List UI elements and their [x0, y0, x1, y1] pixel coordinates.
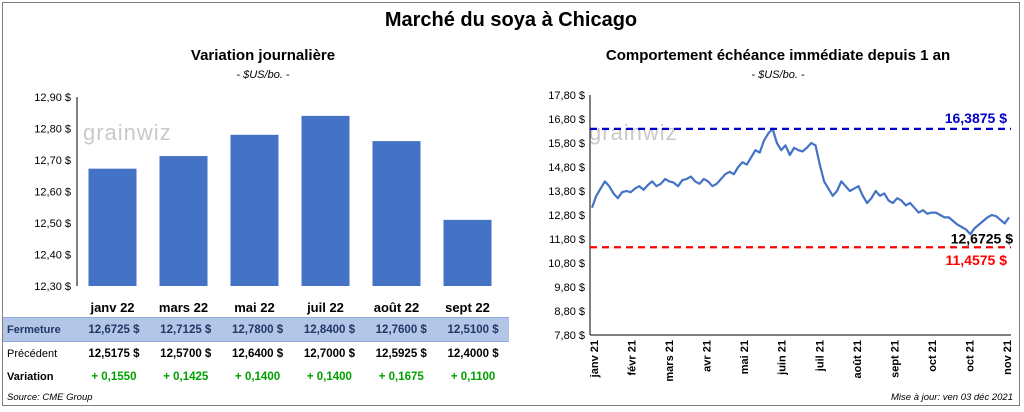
x-tick-label: août 22 [374, 300, 420, 315]
y-tick-label: 12,50 $ [34, 218, 71, 230]
table-cell: 12,5700 $ [160, 347, 212, 360]
table-cell: + 0,1550 [91, 370, 137, 383]
bar [443, 219, 492, 286]
y-tick-label: 9,80 $ [554, 282, 585, 294]
table-cell: 12,5925 $ [375, 347, 427, 360]
y-tick-label: 16,80 $ [548, 114, 585, 126]
x-tick-label: mai 22 [234, 300, 274, 315]
table-cell: 12,7000 $ [303, 347, 355, 360]
x-tick-label: oct 21 [964, 340, 976, 372]
x-tick-label: avr 21 [702, 340, 714, 372]
y-tick-label: 12,90 $ [34, 92, 71, 104]
table-cell: 12,5100 $ [437, 317, 509, 342]
x-tick-label: juin 21 [777, 340, 789, 376]
x-tick-label: juil 22 [306, 300, 344, 315]
x-tick-label: mars 21 [664, 340, 676, 382]
last-value-label: 12,6725 $ [951, 230, 1013, 246]
right-chart-title: Comportement échéance immédiate depuis 1… [605, 47, 951, 64]
table-cell: + 0,1400 [306, 370, 352, 383]
row-label: Fermeture [3, 317, 79, 342]
y-tick-label: 12,60 $ [34, 187, 71, 199]
bar [88, 168, 137, 286]
chart-panel: Marché du soya à Chicago Variation journ… [2, 2, 1020, 406]
update-note: Mise à jour: ven 03 déc 2021 [891, 392, 1013, 403]
x-tick-label: sept 22 [445, 300, 490, 315]
x-tick-label: juil 21 [814, 340, 826, 372]
table-cell: + 0,1675 [378, 370, 424, 383]
x-tick-label: janv 22 [89, 300, 134, 315]
left-chart-unit: - $US/bo. - [236, 69, 290, 81]
x-tick-label: oct 21 [927, 340, 939, 372]
table-cell: + 0,1425 [163, 370, 209, 383]
x-tick-label: nov 21 [1002, 340, 1013, 375]
variation-table: Fermeture 12,6725 $ 12,7125 $ 12,7800 $ … [3, 317, 509, 388]
x-tick-label: janv 21 [589, 340, 601, 378]
table-cell: 12,8400 $ [293, 317, 366, 342]
table-cell: 12,7600 $ [365, 317, 438, 342]
y-tick-label: 15,80 $ [548, 138, 585, 150]
y-tick-label: 8,80 $ [554, 306, 585, 318]
table-cell: 12,7125 $ [149, 317, 222, 342]
y-tick-label: 10,80 $ [548, 258, 585, 270]
source-note: Source: CME Group [7, 392, 93, 403]
table-row-variation: Variation + 0,1550 + 0,1425 + 0,1400 + 0… [3, 365, 509, 388]
x-tick-label: mars 22 [159, 300, 208, 315]
right-chart-unit: - $US/bo. - [751, 69, 805, 81]
table-cell: 12,6725 $ [78, 317, 150, 342]
y-tick-label: 12,30 $ [34, 281, 71, 293]
table-row-precedent: Précédent 12,5175 $ 12,5700 $ 12,6400 $ … [3, 342, 509, 366]
y-tick-label: 17,80 $ [548, 90, 585, 102]
row-label: Précédent [7, 347, 58, 360]
bar [230, 134, 279, 286]
bar-chart: 12,30 $ 12,40 $ 12,50 $ 12,60 $ 12,70 $ 12,80… [34, 92, 492, 315]
y-tick-label: 7,80 $ [554, 330, 585, 342]
y-tick-label: 12,80 $ [34, 124, 71, 136]
y-tick-label: 12,40 $ [34, 250, 71, 262]
x-tick-label: févr 21 [627, 340, 639, 375]
left-watermark: grainwiz [83, 120, 172, 145]
x-tick-label: août 21 [852, 340, 864, 379]
right-watermark: grainwiz [589, 120, 678, 145]
table-cell: + 0,1400 [235, 370, 281, 383]
y-tick-label: 12,70 $ [34, 155, 71, 167]
table-cell: 12,6400 $ [232, 347, 284, 360]
line-chart: 7,80 $ 8,80 $ 9,80 $ 10,80 $ 11,80 $ 12,80 $ 1… [548, 90, 1013, 382]
high-value-label: 16,3875 $ [945, 110, 1007, 126]
left-chart-title: Variation journalière [190, 47, 336, 64]
y-tick-label: 13,80 $ [548, 186, 585, 198]
table-row-fermeture: Fermeture 12,6725 $ 12,7125 $ 12,7800 $ … [3, 317, 509, 342]
table-cell: 12,4000 $ [447, 347, 499, 360]
x-tick-label: mai 21 [739, 340, 751, 374]
y-tick-label: 11,80 $ [549, 234, 585, 246]
low-value-label: 11,4575 $ [945, 252, 1007, 268]
main-title: Marché du soya à Chicago [384, 9, 638, 31]
y-tick-label: 14,80 $ [548, 162, 585, 174]
x-tick-label: sept 21 [889, 340, 901, 378]
bar [159, 156, 208, 286]
table-cell: 12,7800 $ [221, 317, 294, 342]
price-series-line [590, 127, 1010, 236]
row-label: Variation [7, 370, 54, 383]
bar [372, 141, 421, 286]
table-cell: + 0,1100 [450, 370, 496, 383]
table-cell: 12,5175 $ [88, 347, 140, 360]
y-tick-label: 12,80 $ [548, 210, 585, 222]
bar [301, 115, 350, 287]
